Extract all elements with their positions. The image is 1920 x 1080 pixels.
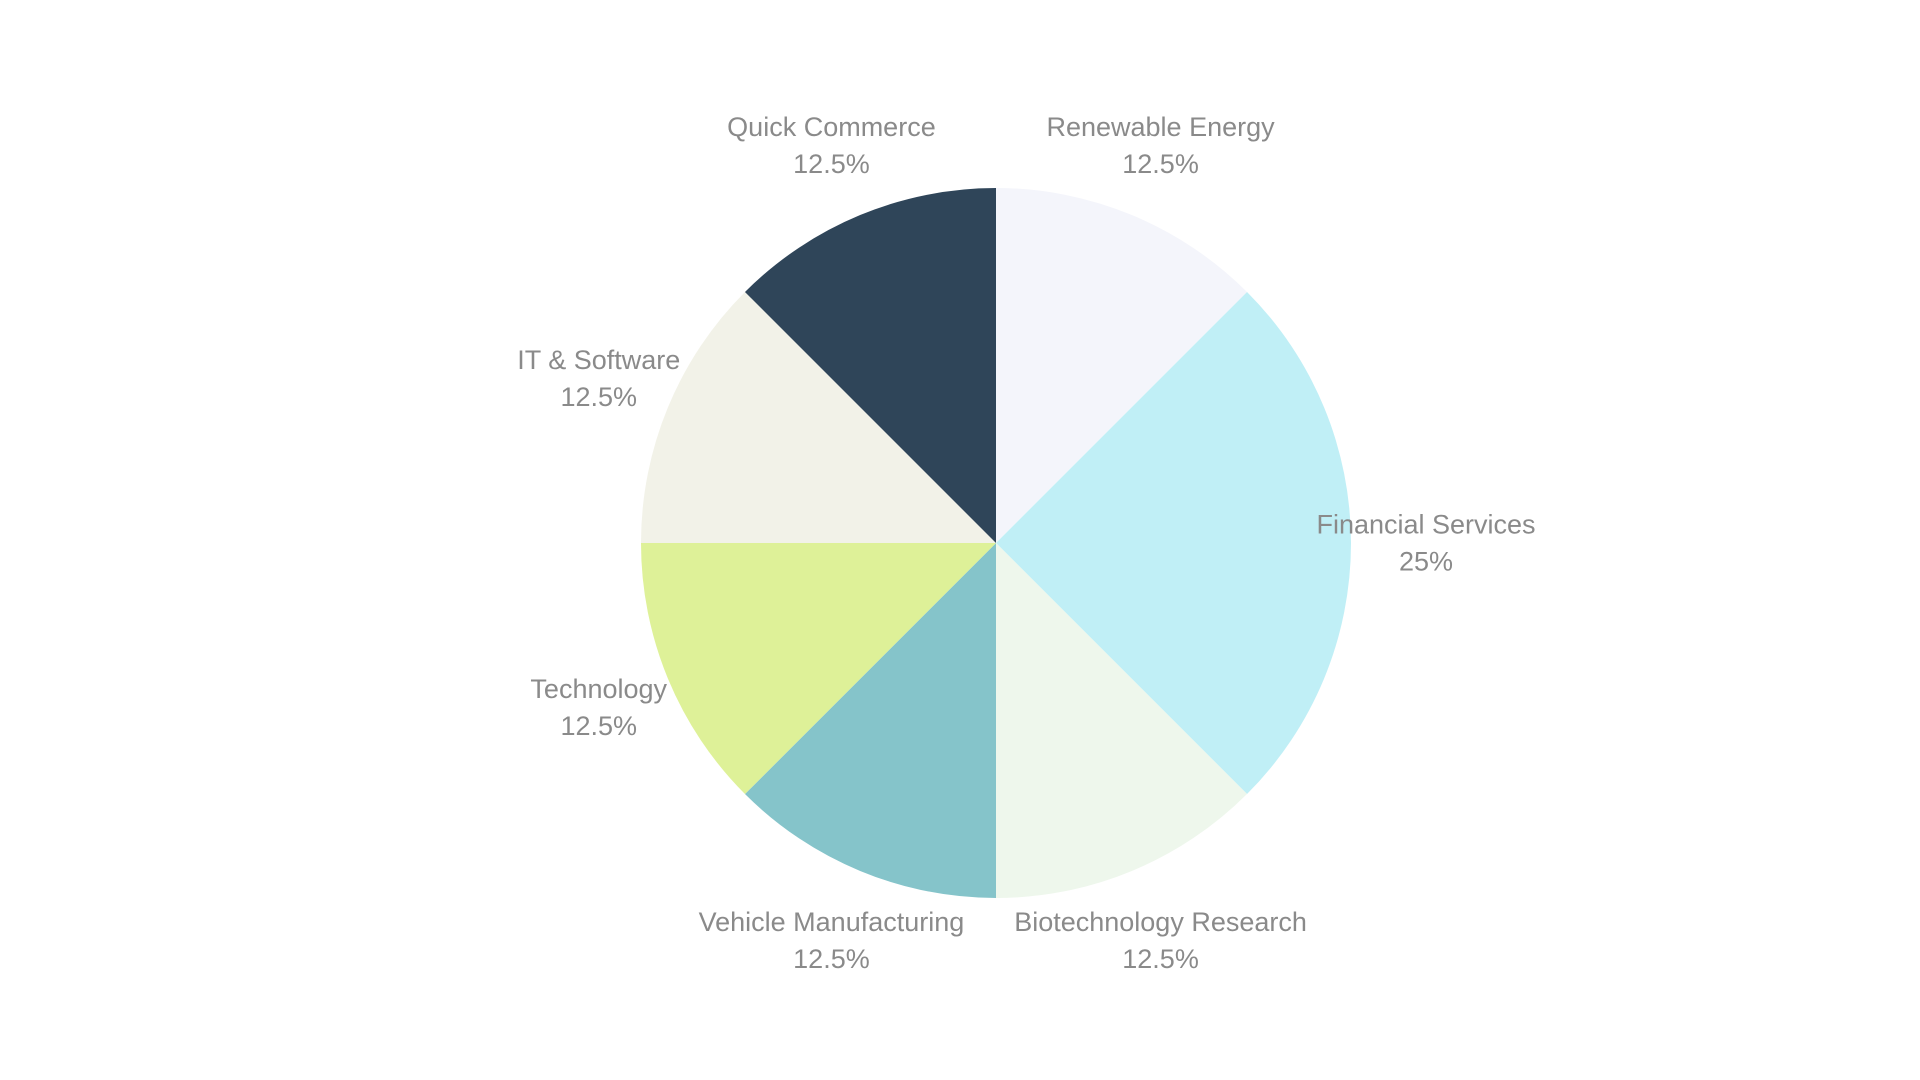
slice-label-percent: 12.5% — [560, 382, 637, 412]
slice-label-percent: 12.5% — [793, 944, 870, 974]
slice-label-renewable-energy: Renewable Energy 12.5% — [1046, 112, 1275, 179]
pie-slice-it-software — [641, 291, 996, 543]
pie-slice-quick-commerce — [744, 188, 996, 543]
slice-label-percent: 12.5% — [560, 711, 637, 741]
pie-slice-biotechnology-research — [996, 543, 1248, 898]
slice-label-vehicle-manufacturing: Vehicle Manufacturing 12.5% — [699, 907, 965, 974]
slice-label-name: Renewable Energy — [1046, 112, 1275, 142]
slice-label-name: Financial Services — [1316, 510, 1535, 540]
slice-label-name: Biotechnology Research — [1014, 907, 1307, 937]
slice-label-name: Technology — [530, 674, 667, 704]
slice-label-technology: Technology 12.5% — [530, 674, 667, 741]
slice-label-percent: 12.5% — [1122, 149, 1199, 179]
slice-label-percent: 25% — [1399, 547, 1453, 577]
pie-slices — [641, 188, 1351, 898]
pie-slice-vehicle-manufacturing — [744, 543, 996, 898]
slice-label-percent: 12.5% — [1122, 944, 1199, 974]
slice-label-financial-services: Financial Services 25% — [1316, 510, 1535, 577]
slice-label-name: IT & Software — [517, 345, 680, 375]
slice-label-name: Quick Commerce — [727, 112, 936, 142]
pie-slice-renewable-energy — [996, 188, 1248, 543]
slice-label-it-software: IT & Software 12.5% — [517, 345, 680, 412]
slice-label-percent: 12.5% — [793, 149, 870, 179]
pie-slice-financial-services — [996, 291, 1351, 795]
slice-label-name: Vehicle Manufacturing — [699, 907, 965, 937]
pie-labels: Renewable Energy 12.5% Financial Services 2… — [517, 112, 1535, 974]
pie-slice-technology — [641, 543, 996, 795]
slice-label-biotechnology-research: Biotechnology Research 12.5% — [1014, 907, 1307, 974]
slice-label-quick-commerce: Quick Commerce 12.5% — [727, 112, 936, 179]
